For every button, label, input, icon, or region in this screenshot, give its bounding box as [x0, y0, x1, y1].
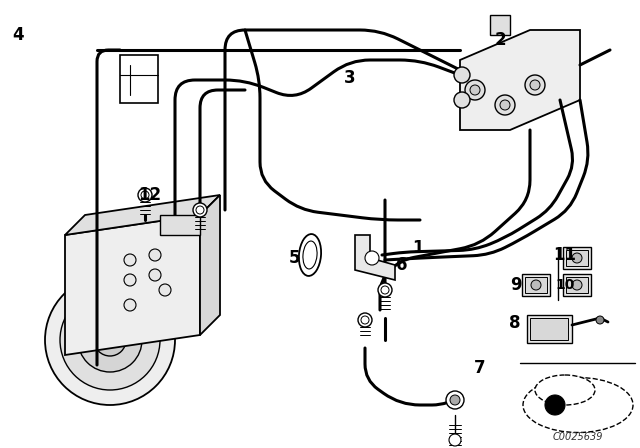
Bar [525, 277, 547, 293]
Circle shape [454, 92, 470, 108]
Polygon shape [65, 195, 220, 235]
Bar [522, 274, 550, 296]
Circle shape [454, 67, 470, 83]
Circle shape [60, 290, 160, 390]
Circle shape [465, 80, 485, 100]
Circle shape [138, 188, 152, 202]
Bar [566, 250, 588, 266]
Circle shape [196, 206, 204, 214]
Polygon shape [200, 195, 220, 335]
Text: 9: 9 [510, 276, 522, 294]
Ellipse shape [523, 378, 633, 432]
Circle shape [450, 395, 460, 405]
Text: 6: 6 [396, 256, 408, 274]
Circle shape [365, 251, 379, 265]
Circle shape [149, 249, 161, 261]
Circle shape [446, 391, 464, 409]
Bar [563, 274, 591, 296]
Ellipse shape [303, 241, 317, 269]
Text: 8: 8 [509, 314, 521, 332]
Circle shape [572, 280, 582, 290]
Text: 12: 12 [138, 186, 161, 204]
Text: 3: 3 [344, 69, 356, 87]
Bar [120, 55, 158, 103]
Ellipse shape [299, 234, 321, 276]
Ellipse shape [535, 375, 595, 405]
Circle shape [361, 316, 369, 324]
Text: 11: 11 [554, 246, 577, 264]
Circle shape [378, 283, 392, 297]
Bar [527, 315, 572, 343]
Circle shape [381, 286, 389, 294]
Bar [530, 318, 568, 340]
Circle shape [124, 274, 136, 286]
Circle shape [451, 396, 459, 404]
Circle shape [470, 85, 480, 95]
Circle shape [530, 80, 540, 90]
Circle shape [193, 203, 207, 217]
Circle shape [500, 100, 510, 110]
Circle shape [596, 316, 604, 324]
Polygon shape [160, 215, 200, 235]
Text: 5: 5 [289, 249, 301, 267]
Text: 2: 2 [494, 31, 506, 49]
Circle shape [149, 269, 161, 281]
Circle shape [78, 308, 142, 372]
Circle shape [449, 434, 461, 446]
Polygon shape [355, 235, 395, 280]
Text: 4: 4 [12, 26, 24, 44]
Bar [563, 247, 591, 269]
Circle shape [104, 334, 116, 346]
Text: 10: 10 [556, 278, 575, 292]
Circle shape [448, 393, 462, 407]
Circle shape [124, 299, 136, 311]
Circle shape [531, 280, 541, 290]
Circle shape [572, 253, 582, 263]
Text: 1: 1 [412, 239, 424, 257]
Circle shape [159, 284, 171, 296]
Text: 7: 7 [474, 359, 486, 377]
Circle shape [358, 313, 372, 327]
Polygon shape [460, 30, 580, 130]
Circle shape [141, 191, 149, 199]
Circle shape [525, 75, 545, 95]
Circle shape [495, 95, 515, 115]
Circle shape [94, 324, 126, 356]
Polygon shape [65, 215, 200, 355]
Bar [566, 277, 588, 293]
Text: C0025639: C0025639 [553, 432, 604, 442]
Circle shape [545, 395, 565, 415]
Bar [490, 15, 510, 35]
Circle shape [45, 275, 175, 405]
Circle shape [124, 254, 136, 266]
